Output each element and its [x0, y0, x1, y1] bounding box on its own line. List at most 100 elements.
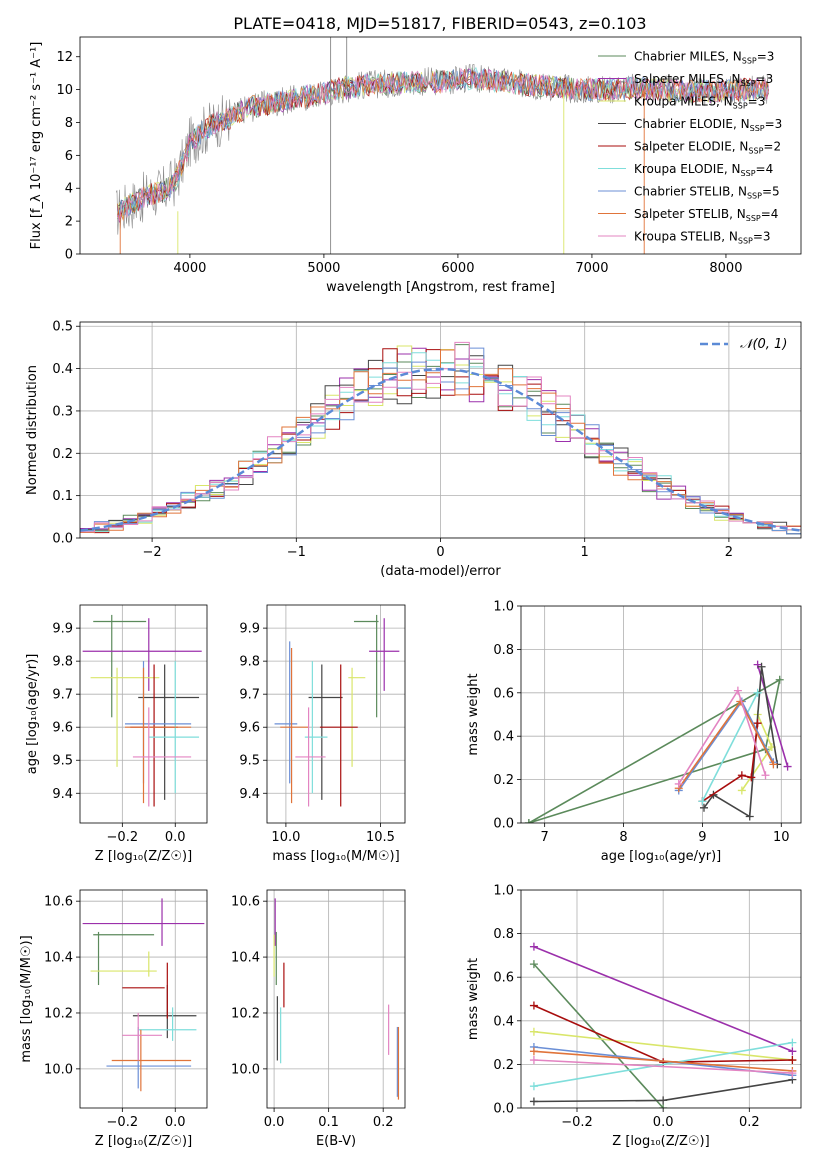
spectrum-ytick-label: 10	[56, 83, 73, 98]
legend-label-salpeter_miles: Salpeter MILES, NSSP=3	[634, 72, 773, 88]
weight_vs_age-axes: 7 8 9 10 0.0 0.2 0.4 0.6 0.8 1.0 age [log₁₀(age/yr…	[466, 600, 802, 864]
weight_vs_Z-marker-salpeter_stelib	[529, 1047, 538, 1056]
residuals-frame	[79, 321, 802, 539]
age_vs_mass-ytick-label: 9.7	[239, 688, 260, 703]
mass_vs_ebv-axes: 0.0 0.1 0.2 10.0 10.2 10.4 10.6 E(B-V)	[231, 889, 406, 1149]
spectrum-legend: Chabrier MILES, NSSP=3 Salpeter MILES, NS…	[598, 50, 782, 246]
spectrum-ylabel: Flux [f_λ 10⁻¹⁷ erg cm⁻² s⁻¹ A⁻¹]	[29, 42, 44, 250]
spectrum-model-salpeter_elodie	[117, 68, 769, 217]
spectrum-ytick-label: 4	[65, 182, 73, 197]
weight_vs_age-marker-chabrier_miles	[524, 819, 533, 823]
weight_vs_Z-marker-chabrier_miles	[659, 1104, 668, 1108]
residuals-ytick-label: 0.5	[52, 320, 73, 335]
age_vs_Z-xlabel: Z [log₁₀(Z/Z☉)]	[95, 849, 192, 864]
residuals-xtick-label: 1	[581, 545, 589, 560]
spectrum-title: PLATE=0418, MJD=51817, FIBERID=0543, z=0…	[233, 14, 646, 33]
weight_vs_Z-xtick-label: −0.2	[561, 1115, 593, 1130]
age_vs_mass-frame	[266, 604, 406, 824]
weight_vs_Z-axes: −0.2 0.0 0.2 0.0 0.2 0.4 0.6 0.8 1.0 Z [log₁₀(Z/Z…	[466, 884, 802, 1149]
weight_vs_age-line-salpeter_elodie	[701, 723, 759, 802]
weight_vs_age-marker-kroupa_elodie	[753, 688, 762, 697]
legend-label-chabrier_elodie: Chabrier ELODIE, NSSP=3	[634, 117, 782, 133]
weight_vs_age-ytick-label: 0.8	[493, 643, 514, 658]
weight_vs_Z-marker-salpeter_miles	[788, 1047, 797, 1056]
weight_vs_age-ytick-label: 0.4	[493, 730, 514, 745]
weight_vs_Z-line-chabrier_miles	[533, 963, 664, 1108]
weight_vs_age-xtick-label: 10	[773, 830, 790, 845]
weight_vs_Z-line-salpeter_stelib	[533, 1050, 793, 1072]
weight_vs_Z-marker-salpeter_elodie	[788, 1056, 797, 1065]
age_vs_mass-ytick-label: 9.6	[239, 721, 260, 736]
mass_vs_Z-ytick-label: 10.6	[44, 895, 73, 910]
spectrum-ytick-label: 8	[65, 116, 73, 131]
age_vs_Z-ytick-label: 9.7	[52, 688, 73, 703]
mass_vs_Z-ylabel: mass [log₁₀(M/M☉)]	[19, 935, 34, 1062]
spectrum-xtick-label: 6000	[441, 261, 474, 276]
mass_vs_ebv-ytick-label: 10.4	[231, 951, 260, 966]
weight_vs_Z-marker-salpeter_miles	[529, 942, 538, 951]
weight_vs_age-xtick-label: 7	[541, 830, 549, 845]
mass_vs_ebv-xtick-label: 0.1	[318, 1115, 339, 1130]
weight_vs_Z-ytick-label: 0.6	[493, 971, 514, 986]
age_vs_Z-ylabel: age [log₁₀(age/yr)]	[25, 654, 40, 775]
weight_vs_age-marker-kroupa_elodie	[698, 797, 707, 806]
weight_vs_age-marker-salpeter_stelib	[769, 760, 778, 769]
residuals-ytick-label: 0.3	[52, 404, 73, 419]
age_vs_mass-ytick-label: 9.8	[239, 655, 260, 670]
residuals-ytick-label: 0.1	[52, 489, 73, 504]
age_vs_Z-ytick-label: 9.9	[52, 622, 73, 637]
weight_vs_age-marker-kroupa_miles	[737, 786, 746, 795]
weight_vs_age-marker-salpeter_elodie	[737, 771, 746, 780]
spectrum-xtick-label: 5000	[307, 261, 340, 276]
weight_vs_age-marker-kroupa_stelib	[674, 779, 683, 788]
legend-label-salpeter_stelib: Salpeter STELIB, NSSP=4	[634, 207, 778, 223]
mass_vs_Z-xtick-label: 0.0	[165, 1115, 186, 1130]
residuals-xtick-label: 0	[436, 545, 444, 560]
mass_vs_ebv-xtick-label: 0.0	[264, 1115, 285, 1130]
weight_vs_Z-xtick-label: 0.0	[653, 1115, 674, 1130]
residuals-ytick-label: 0.4	[52, 362, 73, 377]
age_vs_Z-ytick-label: 9.6	[52, 721, 73, 736]
weight_vs_Z-line-kroupa_stelib	[533, 1059, 793, 1074]
mass_vs_Z-plot-area	[80, 890, 207, 1108]
weight_vs_Z-line-kroupa_miles	[533, 1030, 793, 1061]
age_vs_Z-ytick-label: 9.5	[52, 754, 73, 769]
weight_vs_age-ytick-label: 1.0	[493, 600, 514, 615]
weight_vs_age-xtick-label: 8	[619, 830, 627, 845]
spectrum-ytick-label: 6	[65, 149, 73, 164]
mass_vs_Z-ytick-label: 10.4	[44, 951, 73, 966]
age_vs_Z-ytick-label: 9.8	[52, 655, 73, 670]
histogram-kroupa_stelib	[80, 341, 801, 533]
weight_vs_Z-ytick-label: 0.4	[493, 1014, 514, 1029]
mass_vs_ebv-ytick-label: 10.2	[231, 1006, 260, 1021]
age_vs_mass-plot-area	[267, 605, 405, 823]
weight_vs_Z-marker-salpeter_elodie	[529, 1001, 538, 1010]
weight_vs_Z-xtick-label: 0.2	[739, 1115, 760, 1130]
weight_vs_age-marker-salpeter_elodie	[747, 773, 756, 782]
mass_vs_ebv-plot-area	[267, 890, 405, 1108]
spectrum-axes: 4000 5000 6000 7000 8000 0 2 4 6 8 10 12 wavelength …	[29, 36, 802, 295]
weight_vs_Z-ytick-label: 0.0	[493, 1102, 514, 1117]
mass_vs_ebv-ytick-label: 10.6	[231, 895, 260, 910]
weight_vs_age-marker-kroupa_stelib	[733, 686, 742, 695]
weight_vs_age-marker-chabrier_elodie	[757, 662, 766, 671]
weight_vs_age-ylabel: mass weight	[466, 673, 481, 755]
weight_vs_age-marker-chabrier_elodie	[745, 812, 754, 821]
spectrum-xtick-label: 8000	[709, 261, 742, 276]
weight_vs_Z-plot-area	[521, 890, 801, 1108]
spectrum-ytick-label: 2	[65, 215, 73, 230]
residuals-xtick-label: 2	[725, 545, 733, 560]
age_vs_mass-ytick-label: 9.4	[239, 787, 260, 802]
spectrum-ytick-label: 12	[56, 50, 73, 65]
weight_vs_age-xtick-label: 9	[698, 830, 706, 845]
weight_vs_age-marker-chabrier_elodie	[699, 803, 708, 812]
legend-label-chabrier_stelib: Chabrier STELIB, NSSP=5	[634, 185, 780, 201]
age_vs_mass-axes: 10.0 10.5 9.4 9.5 9.6 9.7 9.8 9.9 mass [log₁₀(M/…	[239, 604, 406, 864]
mass_vs_ebv-frame	[266, 889, 406, 1109]
residuals-xtick-label: −1	[287, 545, 306, 560]
mass_vs_Z-axes: −0.2 0.0 10.0 10.2 10.4 10.6 Z [log₁₀(Z/Z☉)] ma…	[19, 889, 208, 1149]
weight_vs_Z-marker-chabrier_miles	[529, 960, 538, 969]
weight_vs_Z-xlabel: Z [log₁₀(Z/Z☉)]	[612, 1134, 709, 1149]
weight_vs_Z-ytick-label: 0.8	[493, 927, 514, 942]
